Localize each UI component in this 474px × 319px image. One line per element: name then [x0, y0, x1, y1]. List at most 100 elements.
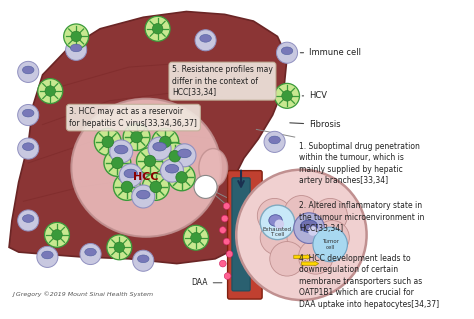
Circle shape [299, 240, 333, 274]
Circle shape [114, 242, 125, 253]
Circle shape [152, 24, 163, 34]
Ellipse shape [199, 149, 228, 187]
Circle shape [173, 144, 196, 167]
Circle shape [315, 220, 349, 255]
Circle shape [148, 137, 171, 160]
Circle shape [236, 170, 366, 300]
Circle shape [169, 151, 181, 162]
Ellipse shape [281, 47, 293, 55]
Text: 1. Suboptimal drug penetration
within the tumour, which is
mainly supplied by he: 1. Suboptimal drug penetration within th… [300, 142, 420, 185]
Circle shape [45, 86, 55, 96]
Ellipse shape [178, 149, 191, 158]
Circle shape [221, 215, 228, 222]
Circle shape [71, 31, 82, 42]
Ellipse shape [42, 251, 53, 259]
Circle shape [264, 131, 285, 152]
Circle shape [18, 210, 39, 231]
Circle shape [313, 227, 347, 262]
FancyArrow shape [301, 261, 319, 266]
Text: HCV: HCV [302, 91, 327, 100]
Circle shape [123, 124, 150, 151]
Text: Immune cell: Immune cell [301, 48, 361, 57]
Ellipse shape [72, 99, 221, 237]
Circle shape [65, 39, 87, 60]
Circle shape [18, 105, 39, 126]
Ellipse shape [115, 145, 128, 154]
Ellipse shape [200, 34, 211, 42]
Circle shape [284, 196, 319, 230]
Circle shape [64, 24, 89, 49]
Circle shape [18, 138, 39, 159]
Text: 2. Altered inflammatory state in
the tumour microenvironment in
HCC[33,34]: 2. Altered inflammatory state in the tum… [300, 201, 425, 233]
Circle shape [144, 155, 156, 167]
Ellipse shape [269, 136, 280, 144]
FancyBboxPatch shape [258, 195, 279, 285]
Ellipse shape [22, 66, 34, 74]
Ellipse shape [85, 248, 96, 256]
Circle shape [287, 220, 321, 255]
Circle shape [102, 136, 114, 148]
Ellipse shape [301, 220, 318, 233]
Circle shape [145, 16, 170, 41]
Circle shape [162, 143, 188, 170]
Text: 3. HCC may act as a reservoir
for hepatitis C virus[33,34,36,37]: 3. HCC may act as a reservoir for hepati… [70, 108, 197, 128]
Text: 4. HCC development leads to
downregulation of certain
membrane transporters such: 4. HCC development leads to downregulati… [300, 254, 439, 309]
Text: DAA: DAA [191, 278, 222, 287]
Ellipse shape [153, 142, 166, 151]
Circle shape [223, 203, 230, 210]
Circle shape [282, 91, 292, 101]
Circle shape [270, 241, 304, 276]
Circle shape [38, 78, 63, 104]
Circle shape [274, 83, 300, 108]
Circle shape [152, 129, 179, 155]
Ellipse shape [22, 215, 34, 222]
Circle shape [107, 235, 132, 260]
Circle shape [104, 150, 131, 176]
Circle shape [52, 230, 62, 240]
Circle shape [223, 238, 230, 245]
Ellipse shape [22, 143, 34, 151]
Circle shape [248, 234, 255, 241]
Circle shape [137, 148, 164, 174]
Circle shape [260, 205, 295, 240]
FancyBboxPatch shape [228, 171, 262, 299]
Circle shape [250, 208, 257, 214]
Text: Tumor
cell: Tumor cell [322, 239, 338, 250]
Text: J Gregory ©2019 Mount Sinai Health System: J Gregory ©2019 Mount Sinai Health Syste… [12, 292, 153, 297]
Circle shape [37, 246, 58, 267]
Circle shape [194, 175, 217, 198]
FancyArrow shape [294, 255, 311, 259]
Circle shape [252, 222, 259, 229]
Circle shape [161, 159, 183, 182]
Ellipse shape [137, 255, 149, 263]
Ellipse shape [22, 109, 34, 117]
Text: HCC: HCC [133, 172, 159, 182]
FancyBboxPatch shape [232, 178, 250, 291]
Circle shape [119, 164, 142, 187]
Circle shape [131, 131, 142, 143]
Circle shape [160, 136, 171, 148]
Circle shape [313, 198, 347, 233]
Polygon shape [9, 11, 287, 263]
Circle shape [80, 243, 101, 264]
Text: Exhausted
T cell: Exhausted T cell [263, 226, 292, 237]
Circle shape [132, 185, 155, 208]
Circle shape [45, 222, 70, 247]
Ellipse shape [71, 44, 82, 52]
Circle shape [226, 251, 233, 257]
Circle shape [94, 129, 121, 155]
Circle shape [276, 42, 298, 63]
Circle shape [294, 213, 324, 243]
Circle shape [109, 140, 133, 163]
Text: Fibrosis: Fibrosis [290, 120, 341, 129]
Circle shape [142, 174, 169, 200]
Circle shape [111, 157, 123, 169]
Circle shape [274, 219, 284, 229]
Ellipse shape [165, 164, 179, 173]
Circle shape [219, 260, 226, 267]
Circle shape [224, 273, 231, 279]
Circle shape [195, 30, 216, 51]
Circle shape [191, 233, 201, 243]
Circle shape [18, 61, 39, 82]
Circle shape [114, 174, 140, 200]
